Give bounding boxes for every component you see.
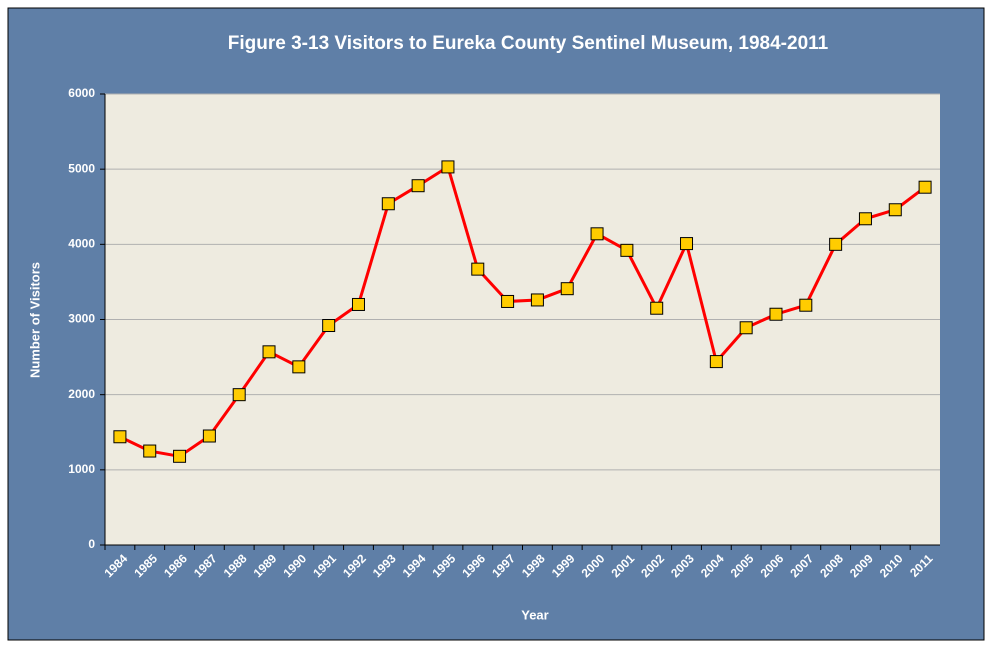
marker [888, 203, 902, 217]
marker [202, 429, 216, 443]
y-tick-label: 4000 [68, 237, 95, 251]
marker [501, 294, 515, 308]
marker [739, 321, 753, 335]
marker [441, 160, 455, 174]
y-tick-label: 0 [88, 537, 95, 551]
marker [799, 298, 813, 312]
marker [769, 307, 783, 321]
chart-title: Figure 3-13 Visitors to Eureka County Se… [228, 33, 829, 54]
marker [560, 282, 574, 296]
marker [709, 355, 723, 369]
marker [292, 360, 306, 374]
marker [918, 180, 932, 194]
marker [680, 237, 694, 251]
marker [351, 297, 365, 311]
y-tick-label: 3000 [68, 312, 95, 326]
marker [471, 262, 485, 276]
marker [381, 197, 395, 211]
data-line [119, 164, 926, 458]
marker [232, 388, 246, 402]
y-tick-label: 1000 [68, 462, 95, 476]
marker [113, 430, 127, 444]
marker [143, 444, 157, 458]
marker [411, 179, 425, 193]
marker [650, 301, 664, 315]
marker [322, 319, 336, 333]
marker [530, 293, 544, 307]
x-axis-title: Year [521, 607, 548, 622]
marker [858, 212, 872, 226]
marker [173, 449, 187, 463]
y-axis-title: Number of Visitors [27, 262, 42, 378]
y-tick-label: 6000 [68, 86, 95, 100]
marker [620, 243, 634, 257]
marker [262, 345, 276, 359]
y-tick-label: 2000 [68, 387, 95, 401]
marker [829, 237, 843, 251]
marker [590, 227, 604, 241]
y-tick-label: 5000 [68, 161, 95, 175]
